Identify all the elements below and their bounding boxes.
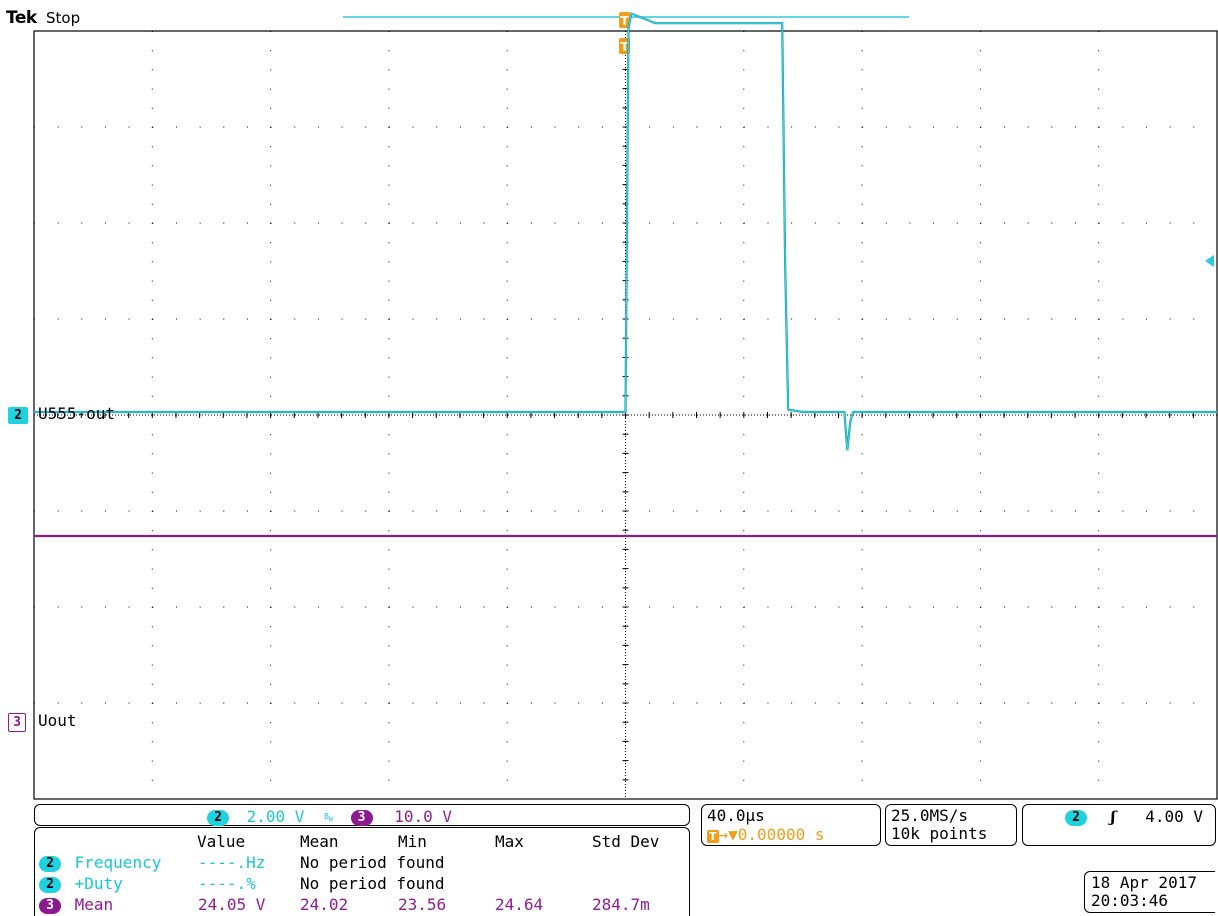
trigger-delay: 0.00000 s [737, 825, 825, 844]
ch3-marker-number: 3 [8, 713, 26, 732]
col-header-min: Min [398, 832, 427, 851]
measurement-name: Mean [74, 895, 114, 914]
trigger-level: 4.00 V [1145, 807, 1204, 826]
horizontal-readout[interactable]: 40.0µs T →▼0.00000 s [701, 804, 881, 846]
sample-rate: 25.0MS/s [891, 806, 969, 825]
ch3-ground-marker[interactable]: 3 [8, 711, 26, 732]
measurement-note: No period found [300, 853, 445, 872]
col-header-std-dev: Std Dev [592, 832, 660, 851]
timebase: 40.0µs [707, 806, 765, 825]
col-header-value: Value [197, 832, 246, 851]
ch3-scale: 10.0 V [394, 807, 452, 826]
measurement-std-dev: 284.7m [592, 895, 650, 914]
trigger-delay-icon: T [707, 830, 719, 843]
measurement-source-badge: 3 [39, 897, 61, 914]
measurement-max: 24.64 [495, 895, 544, 914]
measurement-name: +Duty [74, 874, 123, 893]
measurement-row[interactable]: 3 Mean 24.05 V 24.02 23.56 24.64 284.7m [39, 894, 679, 915]
trigger-readout[interactable]: 2 ʃ 4.00 V [1022, 804, 1216, 846]
measurement-source-badge: 2 [39, 876, 61, 893]
waveform-ch2-highlight [34, 12, 1217, 451]
measurement-min: 23.56 [398, 895, 447, 914]
measurement-note: No period found [300, 874, 445, 893]
graticule-grid [33, 30, 1218, 800]
ch2-badge: 2 [207, 809, 229, 826]
ch2-marker-number: 2 [8, 407, 28, 424]
measurement-mean: 24.02 [300, 895, 349, 914]
date: 18 Apr 2017 [1091, 873, 1197, 892]
waveforms [34, 12, 1217, 538]
col-header-mean: Mean [300, 832, 339, 851]
measurement-value: 24.05 V [198, 895, 266, 914]
measurement-table[interactable]: Value Mean Min Max Std Dev 2 Frequency -… [34, 827, 690, 916]
rising-edge-icon: ʃ [1110, 808, 1116, 826]
col-header-max: Max [495, 832, 524, 851]
acquisition-readout[interactable]: 25.0MS/s 10k points [885, 804, 1017, 846]
ch2-label: U555-out [38, 404, 116, 423]
measurement-value: ----.Hz [198, 853, 266, 872]
measurement-name: Frequency [74, 853, 162, 872]
svg-text:T: T [620, 14, 629, 28]
trigger-source-badge: 2 [1065, 809, 1087, 826]
time: 20:03:46 [1091, 891, 1169, 910]
ch3-badge: 3 [350, 809, 373, 826]
ch2-scale: 2.00 V [246, 807, 305, 826]
measurement-value: ----.% [198, 874, 256, 893]
acquisition-state: Stop [46, 9, 81, 27]
brand-logo: Tek [6, 8, 37, 28]
measurement-row[interactable]: 2 +Duty ----.% No period found [39, 873, 679, 894]
datetime-readout: 18 Apr 2017 20:03:46 [1084, 871, 1215, 913]
measurement-source-badge: 2 [39, 855, 61, 872]
arrow-right-down-icon: →▼ [718, 825, 738, 844]
record-length: 10k points [891, 824, 988, 843]
ch3-label: Uout [38, 711, 77, 730]
bandwidth-limit-icon: BW [324, 811, 333, 824]
trigger-level-marker [1205, 255, 1214, 267]
ch2-ground-marker[interactable]: 2 [8, 404, 28, 424]
measurement-row[interactable]: 2 Frequency ----.Hz No period found [39, 852, 679, 873]
svg-text:T: T [620, 40, 629, 54]
channel-scale-readout[interactable]: 2 2.00 V BW 3 10.0 V [34, 804, 690, 826]
